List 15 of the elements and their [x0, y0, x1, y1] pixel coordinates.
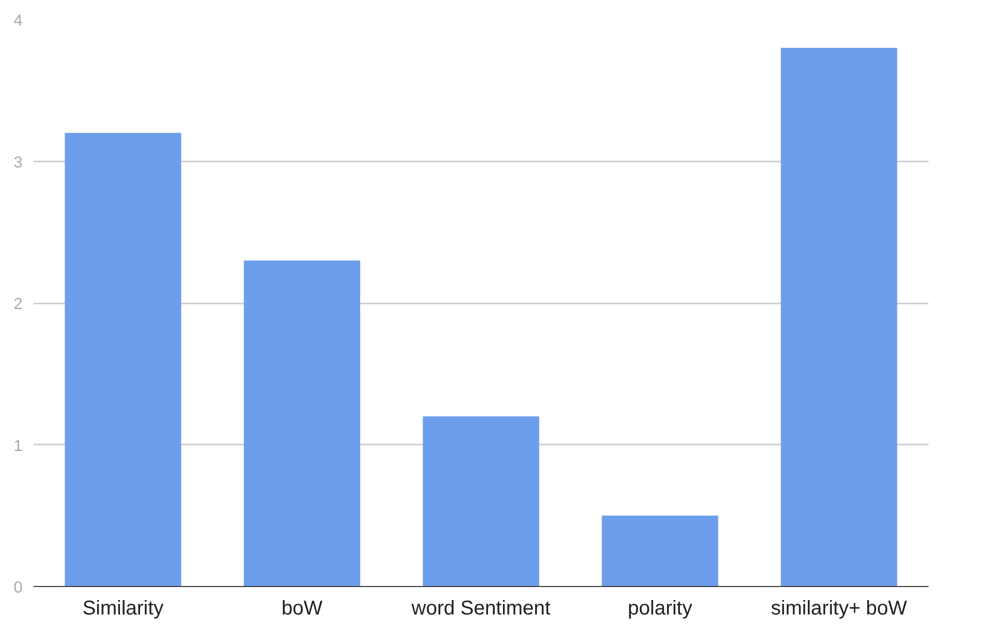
y-tick-label: 3 — [14, 154, 23, 172]
x-tick-label: word Sentiment — [410, 598, 551, 620]
x-tick-label: Similarity — [82, 598, 164, 620]
bar — [244, 260, 360, 586]
y-tick-label: 2 — [14, 296, 23, 313]
x-tick-label: boW — [281, 598, 323, 620]
y-tick-label: 4 — [14, 12, 23, 30]
bar — [780, 48, 898, 586]
y-tick-label: 0 — [14, 580, 23, 596]
bar — [602, 516, 718, 586]
x-tick-label: polarity — [628, 598, 692, 620]
bar — [422, 416, 540, 586]
y-tick-label: 1 — [14, 438, 23, 455]
bar — [64, 132, 182, 586]
x-tick-label: similarity+ boW — [770, 598, 908, 620]
